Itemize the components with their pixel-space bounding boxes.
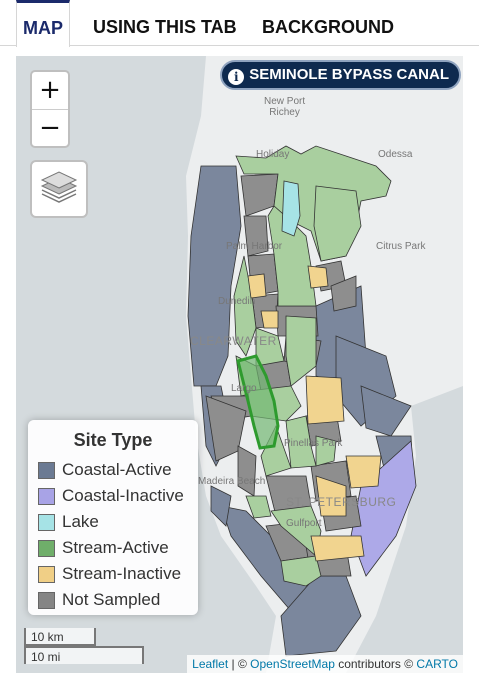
scale-bar: 10 km 10 mi: [24, 628, 144, 664]
legend-item: Coastal-Active: [38, 457, 188, 483]
legend-swatch: [38, 591, 55, 609]
scale-imperial: 10 mi: [24, 646, 144, 664]
tab-map[interactable]: MAP: [16, 0, 70, 47]
lake-zone[interactable]: [281, 180, 301, 237]
legend-item: Stream-Active: [38, 535, 188, 561]
bay-water: [346, 386, 463, 673]
legend-label: Coastal-Inactive: [62, 486, 184, 505]
attribution-text: contributors ©: [334, 657, 417, 671]
watershed-name: SEMINOLE BYPASS CANAL: [249, 66, 449, 83]
place-label: Dunedin: [218, 296, 256, 307]
watershed-badge[interactable]: i SEMINOLE BYPASS CANAL: [220, 60, 461, 90]
carto-link[interactable]: CARTO: [416, 657, 458, 671]
zoom-control: + −: [30, 70, 70, 148]
legend-item: Coastal-Inactive: [38, 483, 188, 509]
tab-background[interactable]: BACKGROUND: [262, 17, 394, 37]
legend-item: Lake: [38, 509, 188, 535]
place-label: CLEARWATER: [190, 334, 277, 348]
place-label: Holiday: [256, 149, 290, 160]
place-label: Largo: [231, 383, 257, 394]
attribution-text: | ©: [228, 657, 251, 671]
legend-label: Not Sampled: [62, 590, 161, 609]
legend-swatch: [38, 461, 55, 479]
legend-swatch: [38, 565, 55, 583]
leaflet-link[interactable]: Leaflet: [192, 657, 229, 671]
place-label: Odessa: [378, 149, 413, 160]
legend-title: Site Type: [73, 430, 153, 450]
info-icon: i: [228, 69, 245, 85]
place-label: Pinellas Park: [284, 438, 343, 449]
stream-inactive-zones[interactable]: [247, 265, 382, 562]
legend-swatch: [38, 539, 55, 557]
place-label: Palm Harbor: [226, 241, 283, 252]
zoom-out-button[interactable]: −: [32, 109, 68, 146]
layers-icon: [40, 171, 78, 203]
selected-watershed[interactable]: [236, 354, 280, 450]
scale-metric: 10 km: [24, 628, 96, 646]
legend-swatch: [38, 513, 55, 531]
tab-bar: MAP USING THIS TAB BACKGROUND: [0, 0, 479, 47]
legend-label: Stream-Active: [62, 538, 169, 557]
place-label: Citrus Park: [376, 241, 426, 252]
legend-item: Not Sampled: [38, 587, 188, 613]
map-panel[interactable]: New Port Richey Holiday Odessa Palm Harb…: [16, 56, 463, 673]
place-label: New Port Richey: [264, 96, 306, 118]
legend-label: Stream-Inactive: [62, 564, 182, 583]
stream-active-zones[interactable]: [233, 145, 392, 587]
place-label: Madeira Beach: [198, 476, 266, 487]
legend: Site Type Coastal-Active Coastal-Inactiv…: [28, 420, 198, 615]
legend-label: Lake: [62, 512, 99, 531]
attribution: Leaflet | © OpenStreetMap contributors ©…: [187, 655, 463, 673]
layers-button[interactable]: [30, 160, 88, 218]
legend-item: Stream-Inactive: [38, 561, 188, 587]
legend-label: Coastal-Active: [62, 460, 172, 479]
legend-swatch: [38, 487, 55, 505]
place-label: Gulfport: [286, 518, 322, 529]
place-label: ST. PETERSBURG: [286, 495, 397, 509]
tab-using-this-tab[interactable]: USING THIS TAB: [93, 17, 237, 37]
osm-link[interactable]: OpenStreetMap: [250, 657, 335, 671]
zoom-in-button[interactable]: +: [39, 75, 61, 105]
